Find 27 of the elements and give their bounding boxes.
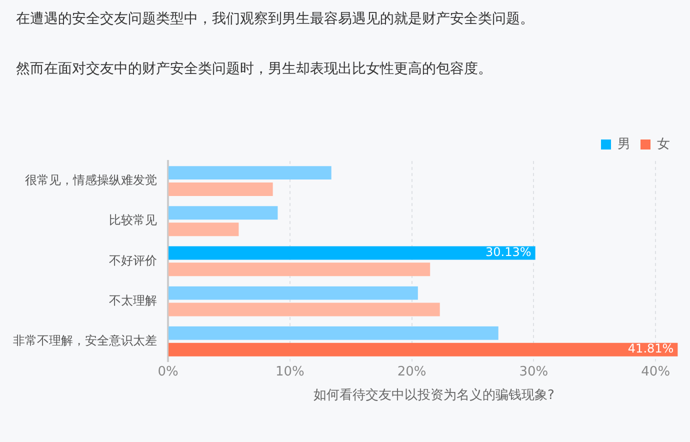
x-tick-label: 30% [519,364,548,380]
y-tick-label: 比较常见 [109,213,157,228]
x-tick-label: 40% [641,364,670,380]
data-label: 41.81% [628,342,674,356]
bar [168,342,678,356]
x-axis-title: 如何看待交友中以投资为名义的骗钱现象? [312,387,556,404]
bar [168,326,498,340]
y-tick-label: 不好评价 [109,253,157,268]
bar [168,286,418,300]
legend-label: 女 [657,136,670,152]
chart-subtitle: 然而在面对交友中的财产安全类问题时，男生却表现出比女性更高的包容度。 [16,60,492,78]
bar [168,182,273,196]
data-label: 30.13% [486,245,532,260]
x-tick-label: 10% [275,364,304,380]
y-tick-label: 非常不理解，安全意识太差 [13,333,157,348]
x-tick-label: 20% [397,364,426,380]
bar [168,166,332,180]
legend-label: 男 [618,136,630,152]
bar [168,246,536,260]
bar [168,222,239,236]
y-tick-label: 很常见，情感操纵难发觉 [25,173,157,188]
bar [168,206,278,220]
bar [168,262,430,276]
chart-title: 在遭遇的安全交友问题类型中，我们观察到男生最容易遇见的就是财产安全类问题。 [16,10,534,28]
x-tick-label: 0% [158,364,178,380]
y-tick-label: 不太理解 [109,293,157,308]
bar [168,302,440,316]
